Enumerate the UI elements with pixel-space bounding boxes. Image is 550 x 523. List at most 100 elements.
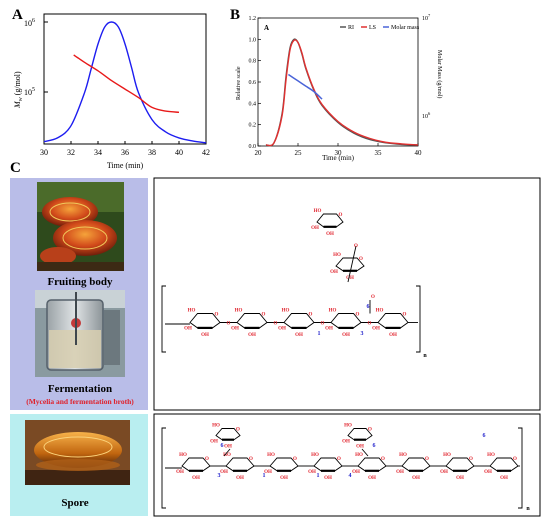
structure-label: OH (440, 470, 448, 475)
structure-label: OH (342, 333, 350, 338)
structure-label: OH (346, 276, 354, 281)
structure-label: 1 (263, 473, 266, 479)
repeat-bracket (161, 285, 166, 353)
structure-label: O (368, 322, 372, 327)
structure-label: OH (280, 476, 288, 481)
structure-label: 3 (361, 331, 364, 337)
panel-b-ytick-label: 0.2 (249, 123, 257, 129)
structure-label: OH (326, 232, 334, 237)
panel-b-letter: B (230, 7, 240, 23)
fermentation-photo (35, 290, 125, 377)
panel-b-ytick-label: 0.8 (249, 59, 257, 65)
structure-label: OH (295, 333, 303, 338)
structure-label: OH (264, 470, 272, 475)
structure-label: OH (396, 470, 404, 475)
structure-label: HO (179, 453, 187, 458)
structure-label: OH (500, 476, 508, 481)
structure-label: O (236, 428, 240, 433)
panel-b-xtick-label: 25 (295, 149, 303, 157)
structure-label: HO (355, 453, 363, 458)
structure-label: O (469, 457, 473, 462)
structure-label: HO (443, 453, 451, 458)
panel-a-plot-frame (43, 13, 207, 145)
structure-label: HO (314, 209, 322, 214)
panel-a-xlabel: Time (min) (107, 161, 144, 170)
panel-b-xtick-label: 20 (255, 149, 263, 157)
panel-b-ytick-label: 0.6 (249, 80, 257, 86)
structure-label: 6 (373, 443, 376, 449)
structure-label: HO (344, 424, 352, 429)
structure-label: OH (356, 445, 364, 450)
structure-label: O (274, 322, 278, 327)
structure-label: HO (188, 309, 196, 314)
structure-label: OH (484, 470, 492, 475)
structure-label: O (354, 244, 358, 249)
structure-label: OH (201, 333, 209, 338)
polysaccharide-structures: OOHOHHOOOOHOHHOOOOHOHHOOOOHOHHOOOOHOHHO1… (161, 209, 530, 512)
structure-label: O (262, 313, 266, 318)
structure-label: 6 (483, 433, 486, 439)
panel-a-letter: A (12, 7, 23, 23)
structure-label: O (321, 322, 325, 327)
structure-label: OH (192, 476, 200, 481)
structure-label: OH (278, 327, 286, 332)
panel-b-ytick-label: 1.0 (249, 37, 257, 43)
structure-label: O (293, 457, 297, 462)
panel-b-xlabel: Time (min) (322, 154, 354, 162)
structure-label: OH (412, 476, 420, 481)
structure-label: HO (399, 453, 407, 458)
structure-label: 4 (349, 473, 352, 479)
panel-b-xtick-label: 30 (335, 149, 343, 157)
panel-b-xticks: 20 25 30 35 40 (255, 143, 423, 157)
structure-label: OH (248, 333, 256, 338)
structure-label: HO (487, 453, 495, 458)
panel-b-ytick-label: 0.4 (249, 101, 257, 107)
panel-b-ls-line (265, 39, 419, 147)
fermentation-sublabel: (Mycelia and fermentation broth) (26, 397, 134, 406)
panel-a-ylabel: Mw(g/mol) (13, 71, 24, 109)
fruiting-body-label: Fruiting body (47, 276, 113, 288)
structure-label: 6 (221, 443, 224, 449)
repeat-bracket (518, 427, 523, 509)
panel-b-xtick-label: 40 (415, 149, 423, 157)
panel-b-ytick-label: 1.2 (249, 16, 257, 22)
panel-a-xtick-label: 30 (40, 148, 48, 157)
panel-b-legend: RI LS Molar mass (340, 25, 420, 31)
structure-label: n (526, 506, 530, 512)
panel-a-xtick-label: 42 (202, 148, 210, 157)
structure-label: HO (333, 253, 341, 258)
structure-label: O (339, 213, 343, 218)
spore-label: Spore (61, 497, 88, 509)
panel-c-figure: Fruiting body Fermentation (Mycelia and … (10, 177, 541, 517)
repeat-bracket (161, 427, 166, 509)
panel-b-yticks: 0.0 0.2 0.4 0.6 0.8 1.0 1.2 (249, 16, 261, 150)
structure-label: O (425, 457, 429, 462)
structure-label: HO (282, 309, 290, 314)
structure-label: OH (324, 476, 332, 481)
structure-label: 1 (318, 331, 321, 337)
structure-label: O (227, 322, 231, 327)
structure-label: OH (456, 476, 464, 481)
legend-ls: LS (369, 25, 376, 31)
structure-label: 6 (367, 304, 370, 310)
structure-label: OH (220, 470, 228, 475)
structure-label: O (205, 457, 209, 462)
panel-a-xtick-label: 36 (121, 148, 129, 157)
panel-b-rtick-top: 107 (422, 13, 431, 22)
structure-label: HO (311, 453, 319, 458)
structure-label: O (359, 257, 363, 262)
spore-photo (25, 420, 130, 485)
panel-b-ylabel-left: Relative scale (236, 66, 242, 100)
structure-label: O (368, 428, 372, 433)
panel-b-rtick-bottom: 106 (422, 111, 431, 120)
structure-label: OH (176, 470, 184, 475)
structure-label: HO (235, 309, 243, 314)
panel-a-ytick-mid: 105 (24, 87, 35, 97)
structure-label: OH (308, 470, 316, 475)
structure-label: HO (267, 453, 275, 458)
panel-a-ytick-top: 106 (24, 18, 35, 28)
structure-label: O (309, 313, 313, 318)
structure-label: 3 (218, 473, 221, 479)
structure-label: OH (236, 476, 244, 481)
panel-a-chart: A 106 105 Mw(g/mol) 30 32 34 36 38 40 42 Time … (12, 7, 210, 170)
